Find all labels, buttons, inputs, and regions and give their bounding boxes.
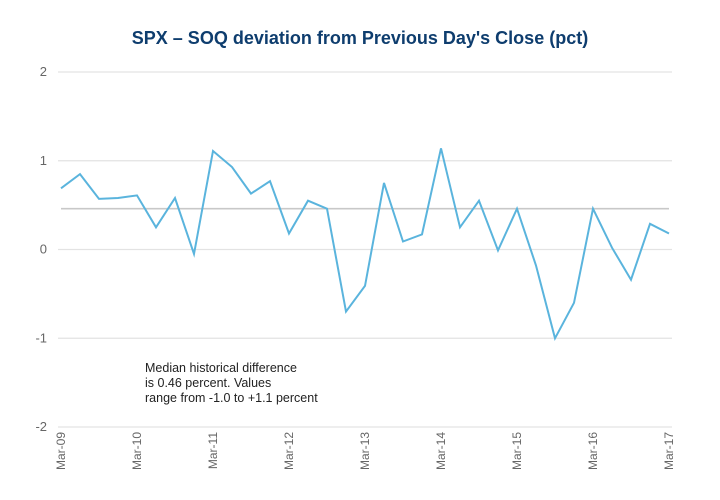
x-tick-label: Mar-11 (206, 432, 220, 469)
x-tick-label: Mar-17 (662, 432, 676, 470)
gridlines (58, 71, 672, 428)
y-tick-label: -1 (35, 330, 47, 345)
x-tick-label: Mar-14 (434, 432, 448, 470)
annotation-line-3: range from -1.0 to +1.1 percent (145, 391, 318, 405)
chart-title: SPX – SOQ deviation from Previous Day's … (132, 28, 588, 48)
y-tick-label: 1 (40, 153, 47, 168)
series-line (60, 148, 670, 342)
y-tick-label: 2 (40, 64, 47, 79)
x-axis-ticks: Mar-09 Mar-10 Mar-11 Mar-12 Mar-13 Mar-14 Mar-… (54, 432, 676, 470)
x-tick-label: Mar-15 (510, 432, 524, 470)
y-tick-label: 0 (40, 242, 47, 257)
x-tick-label: Mar-10 (130, 432, 144, 470)
annotation-line-2: is 0.46 percent. Values (145, 376, 271, 390)
annotation-line-1: Median historical difference (145, 361, 297, 375)
y-axis-ticks: 2 1 0 -1 -2 (35, 64, 47, 434)
series-group (60, 148, 670, 342)
x-tick-label: Mar-12 (282, 432, 296, 470)
x-tick-label: Mar-09 (54, 432, 68, 470)
x-tick-label: Mar-16 (586, 432, 600, 470)
y-tick-label: -2 (35, 419, 47, 434)
x-tick-label: Mar-13 (358, 432, 372, 470)
